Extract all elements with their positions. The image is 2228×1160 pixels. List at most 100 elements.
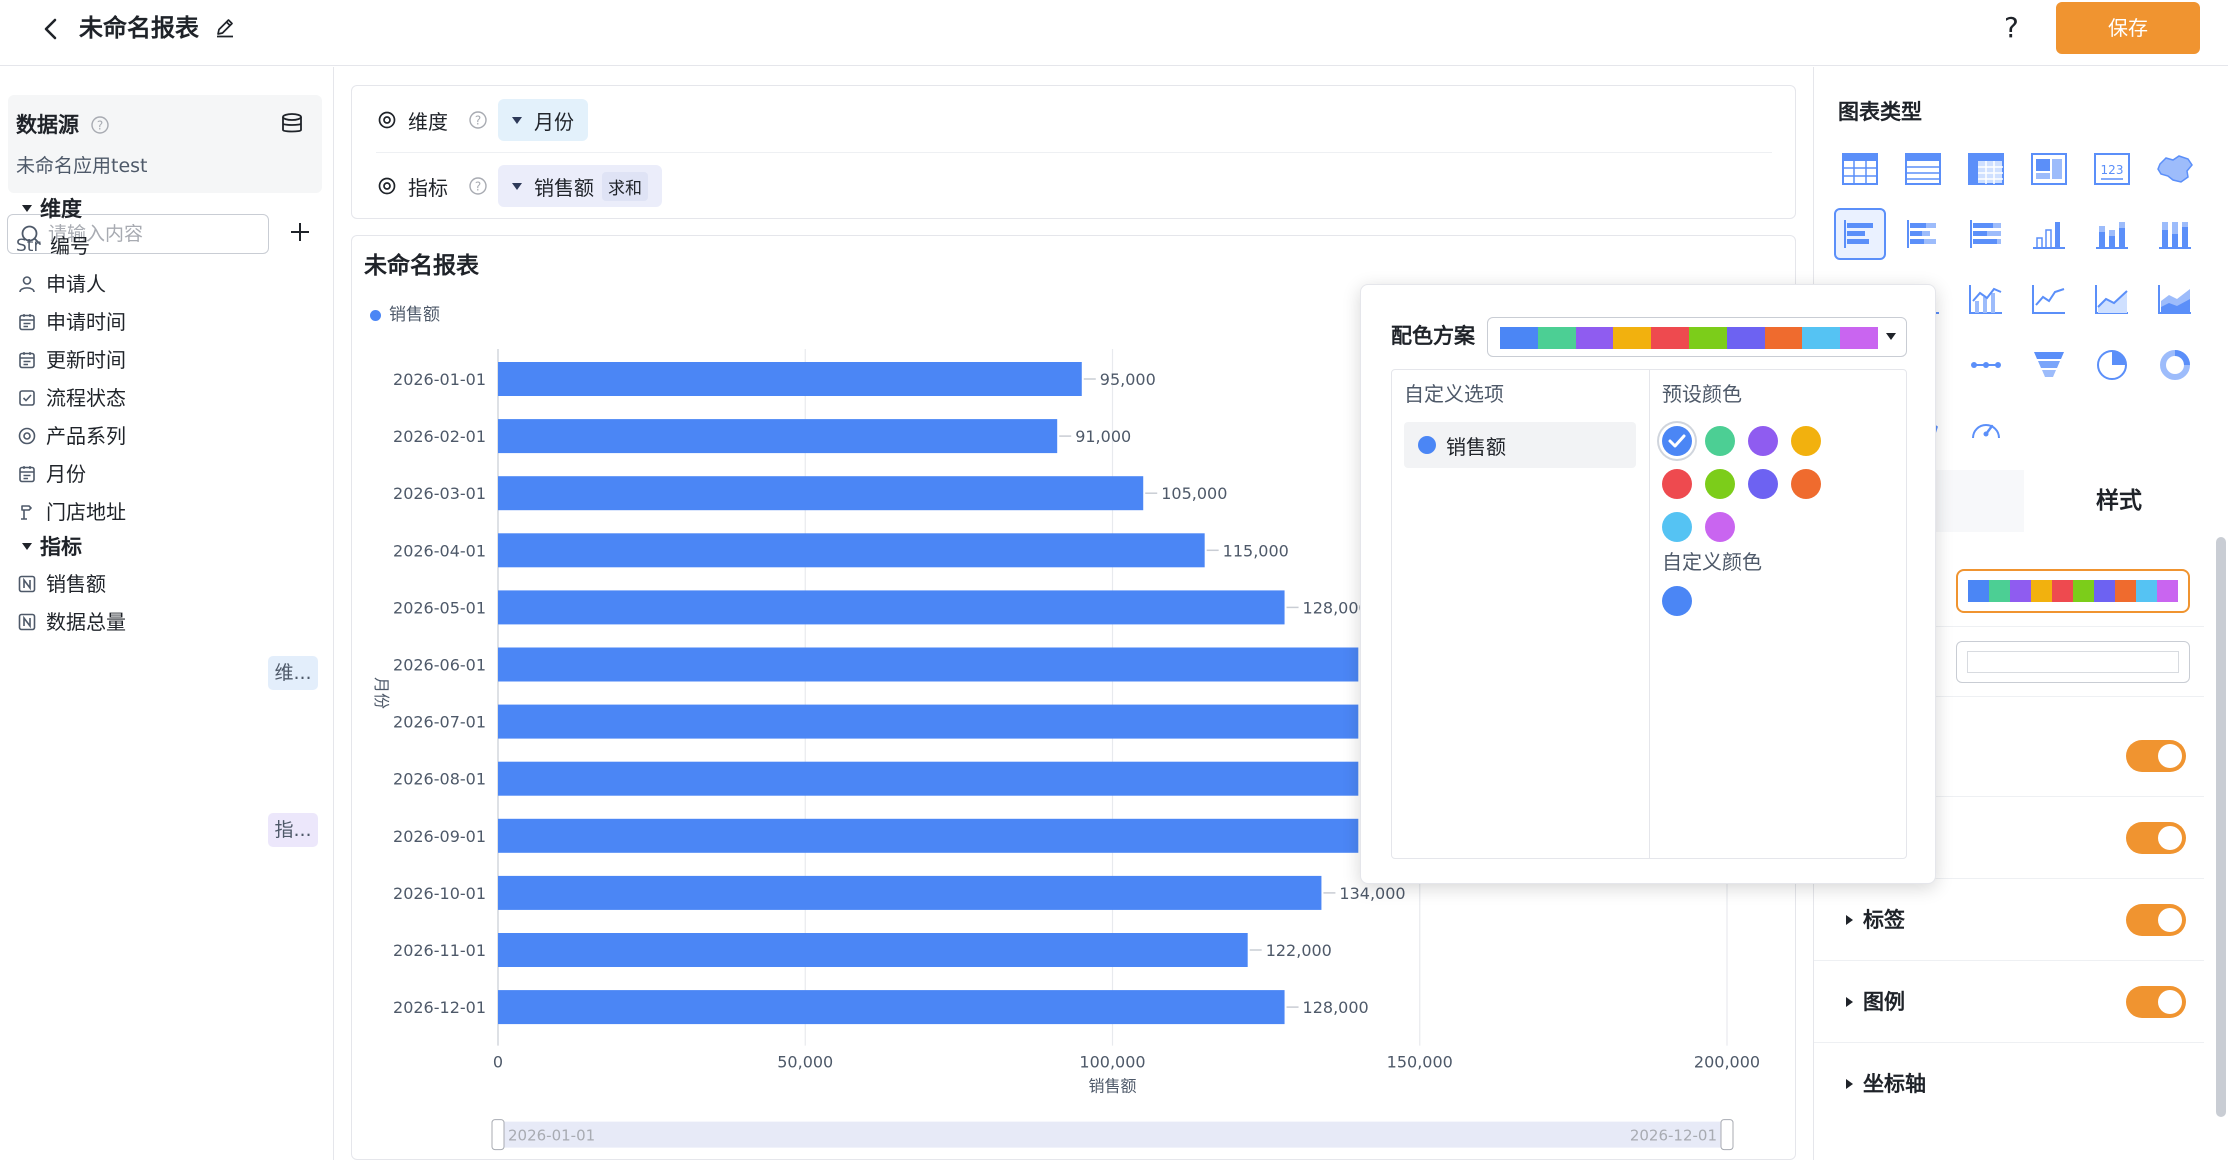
chart-legend[interactable]: 销售额	[370, 304, 440, 326]
y-tick-label: 2026-11-01	[393, 941, 486, 960]
y-tick-label: 2026-08-01	[393, 770, 486, 789]
column-chart-icon[interactable]	[2023, 208, 2075, 260]
field-item-apply-time[interactable]: 申请时间	[16, 307, 126, 337]
custom-color-swatch[interactable]	[1662, 586, 1692, 616]
bar	[498, 875, 1322, 910]
preset-color-swatch[interactable]	[1662, 512, 1692, 542]
field-item-update-time[interactable]: 更新时间	[16, 345, 126, 375]
zoom-handle-left[interactable]	[491, 1119, 505, 1151]
pivot-table-icon[interactable]	[1960, 143, 2012, 195]
help-icon[interactable]: ?	[2004, 11, 2019, 44]
metric-group-header[interactable]: 指标	[22, 532, 82, 562]
option-toggle[interactable]	[2126, 740, 2186, 772]
donut-chart-icon[interactable]	[2149, 339, 2201, 391]
stacked-bar-chart-icon[interactable]	[1897, 208, 1949, 260]
custom-color-title: 自定义颜色	[1662, 550, 1762, 574]
field-item-month[interactable]: 月份	[16, 459, 86, 489]
series-option-item[interactable]: 销售额	[1404, 422, 1636, 468]
funnel-chart-icon[interactable]	[2023, 339, 2075, 391]
data-label: 122,000	[1266, 941, 1332, 960]
metric-pill[interactable]: 销售额 求和	[498, 165, 662, 207]
area-chart-icon[interactable]	[2086, 273, 2138, 325]
datasource-card: 数据源 ? 未命名应用test	[8, 95, 322, 193]
x-tick-label: 150,000	[1387, 1053, 1453, 1072]
preset-color-swatch[interactable]	[1791, 469, 1821, 499]
metric-used-tag: 指...	[268, 813, 318, 847]
dimension-pill[interactable]: 月份	[498, 99, 588, 141]
detail-table-icon[interactable]	[1897, 143, 1949, 195]
field-item-sales[interactable]: 销售额	[16, 569, 106, 599]
pie-chart-icon[interactable]	[2086, 339, 2138, 391]
legend-dot	[370, 309, 381, 321]
line-chart-icon[interactable]	[2023, 273, 2075, 325]
percent-bar-chart-icon[interactable]	[1960, 208, 2012, 260]
card-chart-icon[interactable]	[2023, 143, 2075, 195]
field-item-product-series[interactable]: 产品系列	[16, 421, 126, 451]
preset-color-swatch[interactable]	[1662, 469, 1692, 499]
calendar-icon	[16, 349, 38, 371]
label-section-header[interactable]: 标签	[1846, 905, 1905, 935]
datasource-name: 未命名应用test	[16, 155, 148, 177]
preset-color-swatch[interactable]	[1705, 426, 1735, 456]
field-item-record-count[interactable]: 数据总量	[16, 607, 126, 637]
legend-toggle[interactable]	[2126, 986, 2186, 1018]
gear-icon[interactable]	[376, 109, 398, 131]
axis-section-header[interactable]: 坐标轴	[1846, 1069, 1926, 1099]
save-button[interactable]: 保存	[2056, 2, 2200, 54]
dimension-group-header[interactable]: 维度	[22, 194, 82, 224]
stacked-area-chart-icon[interactable]	[2149, 273, 2201, 325]
panel-scrollbar[interactable]	[2216, 537, 2226, 1117]
label-toggle[interactable]	[2126, 904, 2186, 936]
table-chart-icon[interactable]	[1834, 143, 1886, 195]
preset-color-swatch[interactable]	[1662, 426, 1692, 456]
horizontal-bar-chart-icon[interactable]	[1834, 208, 1886, 260]
back-arrow-icon[interactable]	[36, 14, 66, 44]
field-item-store-address[interactable]: 门店地址	[16, 497, 126, 527]
caret-down-icon	[22, 542, 32, 550]
question-icon[interactable]: ?	[468, 110, 488, 130]
bar-line-chart-icon[interactable]	[1960, 273, 2012, 325]
option-toggle[interactable]	[2126, 822, 2186, 854]
percent-column-chart-icon[interactable]	[2149, 208, 2201, 260]
map-chart-icon[interactable]	[2149, 143, 2201, 195]
x-tick-label: 50,000	[777, 1053, 833, 1072]
color-strip-segment	[1764, 327, 1803, 349]
style-input[interactable]	[1956, 641, 2190, 683]
database-switch-icon[interactable]	[280, 111, 306, 137]
field-item-applicant[interactable]: 申请人	[16, 269, 106, 299]
field-item-flow-status[interactable]: 流程状态	[16, 383, 126, 413]
color-strip	[1968, 580, 2178, 602]
gauge-chart-icon[interactable]	[1960, 404, 2012, 456]
color-strip-segment	[1500, 327, 1538, 349]
preset-color-swatch[interactable]	[1705, 469, 1735, 499]
legend-section-header[interactable]: 图例	[1846, 987, 1905, 1017]
location-icon	[16, 501, 38, 523]
add-field-icon[interactable]	[287, 219, 313, 245]
number-card-icon[interactable]: 123	[2086, 143, 2138, 195]
color-options-box: 自定义选项 销售额 预设颜色 自定义颜色	[1391, 369, 1907, 859]
zoom-handle-right[interactable]	[1720, 1119, 1734, 1151]
color-scheme-picker[interactable]	[1956, 569, 2190, 613]
color-strip	[1500, 327, 1878, 349]
gear-icon[interactable]	[376, 175, 398, 197]
question-icon[interactable]: ?	[468, 176, 488, 196]
tab-style[interactable]: 样式	[2096, 488, 2142, 514]
color-strip-segment	[2115, 580, 2136, 602]
y-tick-label: 2026-06-01	[393, 656, 486, 675]
search-input[interactable]	[48, 221, 258, 247]
edit-pencil-icon[interactable]	[214, 16, 236, 38]
number-field-icon	[16, 573, 38, 595]
color-strip-segment	[2052, 580, 2073, 602]
preset-color-swatch[interactable]	[1748, 469, 1778, 499]
stacked-column-chart-icon[interactable]	[2086, 208, 2138, 260]
color-scheme-select[interactable]	[1487, 317, 1907, 357]
option-row	[1814, 715, 2204, 797]
preset-color-swatch[interactable]	[1705, 512, 1735, 542]
y-tick-label: 2026-10-01	[393, 884, 486, 903]
field-item-id[interactable]: Str 编号	[16, 231, 90, 261]
preset-color-swatch[interactable]	[1748, 426, 1778, 456]
preset-color-swatch[interactable]	[1791, 426, 1821, 456]
caret-right-icon	[1846, 997, 1853, 1007]
slope-line-icon[interactable]	[1960, 339, 2012, 391]
question-icon[interactable]: ?	[90, 115, 110, 135]
